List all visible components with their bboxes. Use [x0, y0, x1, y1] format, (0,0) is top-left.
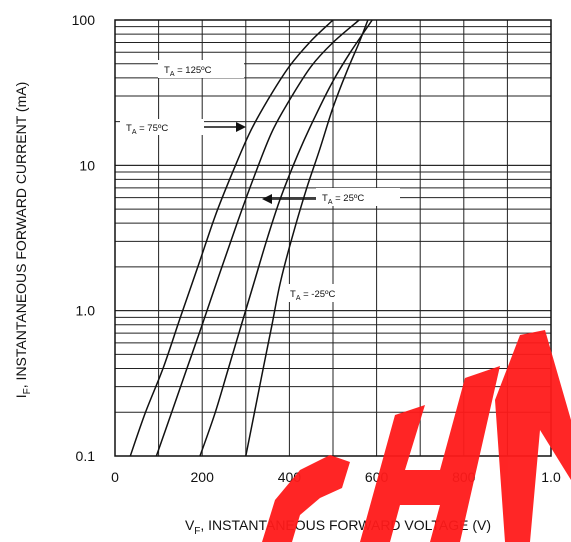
annotation-25c: TA = 25ºC — [262, 188, 400, 206]
series-line-0 — [129, 19, 334, 457]
x-tick-label: 200 — [191, 469, 215, 485]
y-tick-label: 100 — [72, 12, 96, 28]
series-curves — [129, 19, 373, 457]
watermark-logo — [262, 330, 571, 542]
y-axis-title: IF, INSTANTANEOUS FORWARD CURRENT (mA) — [13, 82, 33, 398]
plot-frame — [114, 19, 552, 457]
series-line-3 — [245, 19, 369, 457]
gridlines — [115, 20, 551, 456]
y-tick-label: 1.0 — [76, 303, 96, 319]
y-tick-label: 10 — [79, 157, 95, 173]
x-tick-label: 1.0 — [541, 469, 561, 485]
x-tick-label: 0 — [111, 469, 119, 485]
y-tick-label: 0.1 — [76, 448, 96, 464]
svg-text:TA = -25ºC: TA = -25ºC — [290, 289, 336, 302]
series-line-2 — [199, 19, 373, 457]
arrow-25c — [262, 194, 272, 204]
svg-text:TA = 25ºC: TA = 25ºC — [322, 193, 364, 206]
svg-text:TA = 75ºC: TA = 75ºC — [126, 123, 168, 136]
svg-text:TA = 125ºC: TA = 125ºC — [164, 65, 212, 78]
series-line-1 — [155, 19, 360, 457]
arrow-75c — [236, 122, 246, 132]
annotation-minus25c: TA = -25ºC — [284, 284, 374, 302]
y-tick-labels: 0.1 1.0 10 100 — [72, 12, 96, 464]
annotation-125c: TA = 125ºC — [158, 60, 244, 78]
annotation-75c: TA = 75ºC — [120, 119, 246, 136]
